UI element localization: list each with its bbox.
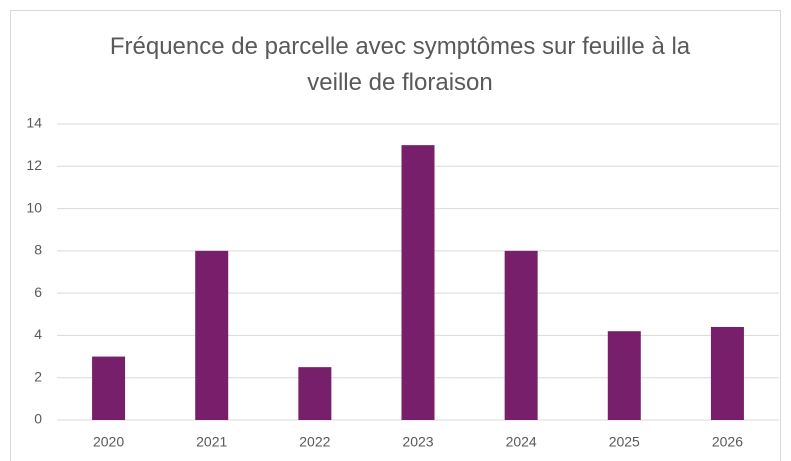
y-tick-label: 0 [34,411,42,427]
bar [607,331,641,420]
x-tick-label: 2020 [93,434,124,450]
x-tick-label: 2023 [402,434,433,450]
bar [401,145,435,420]
y-tick-label: 14 [26,115,42,131]
y-tick-label: 6 [34,284,42,300]
y-tick-label: 2 [34,368,42,384]
x-tick-label: 2021 [196,434,227,450]
y-tick-label: 4 [34,326,42,342]
bar [195,250,229,420]
bar [504,250,538,420]
y-tick-label: 10 [26,199,42,215]
bar [298,367,332,420]
y-tick-label: 8 [34,242,42,258]
x-tick-label: 2022 [299,434,330,450]
x-tick-label: 2024 [506,434,537,450]
x-tick-label: 2026 [712,434,743,450]
x-tick-label: 2025 [609,434,640,450]
y-tick-label: 12 [26,157,42,173]
chart-frame [10,10,781,461]
bar [710,326,744,420]
chart-title: Fréquence de parcelle avec symptômes sur… [109,33,691,96]
bar [92,356,126,420]
